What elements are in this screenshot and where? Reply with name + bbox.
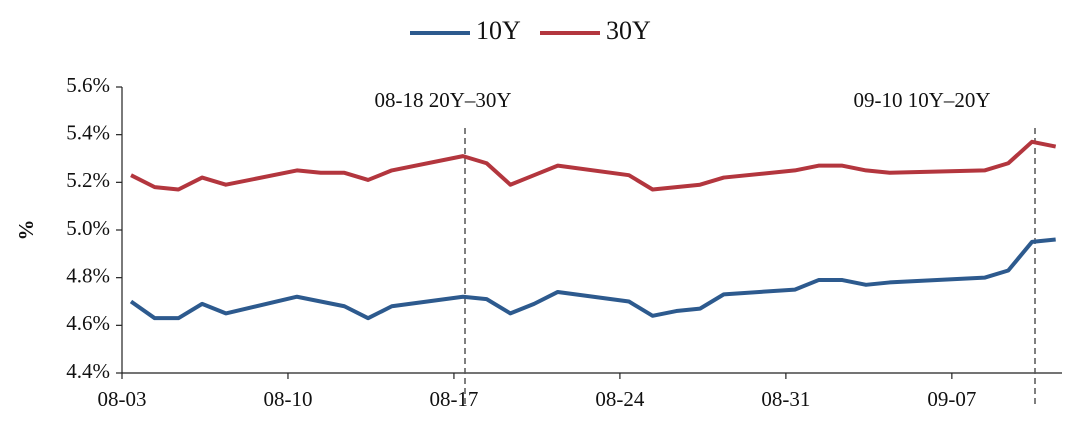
legend-label: 10Y	[476, 16, 521, 45]
annotation: 09-10 10Y–20Y	[853, 88, 990, 112]
y-tick-label: 5.6%	[66, 73, 110, 97]
series-line	[130, 139, 1057, 192]
legend-label: 30Y	[606, 16, 651, 45]
x-tick-label: 08-24	[595, 387, 644, 411]
series-line	[129, 237, 1056, 321]
x-tick-label: 08-31	[761, 387, 810, 411]
y-tick-label: 5.4%	[66, 120, 110, 144]
x-tick-label: 08-17	[429, 387, 478, 411]
x-tick-label: 09-07	[927, 387, 976, 411]
y-tick-label: 4.8%	[66, 263, 110, 287]
y-tick-label: 5.0%	[66, 216, 110, 240]
y-tick-label: 4.4%	[66, 359, 110, 383]
x-tick-label: 08-03	[98, 387, 147, 411]
y-tick-label: 4.6%	[66, 311, 110, 335]
annotation: 08-18 20Y–30Y	[374, 88, 511, 112]
x-tick-label: 08-10	[263, 387, 312, 411]
y-tick-label: 5.2%	[66, 168, 110, 192]
y-axis-label: %	[14, 220, 38, 241]
